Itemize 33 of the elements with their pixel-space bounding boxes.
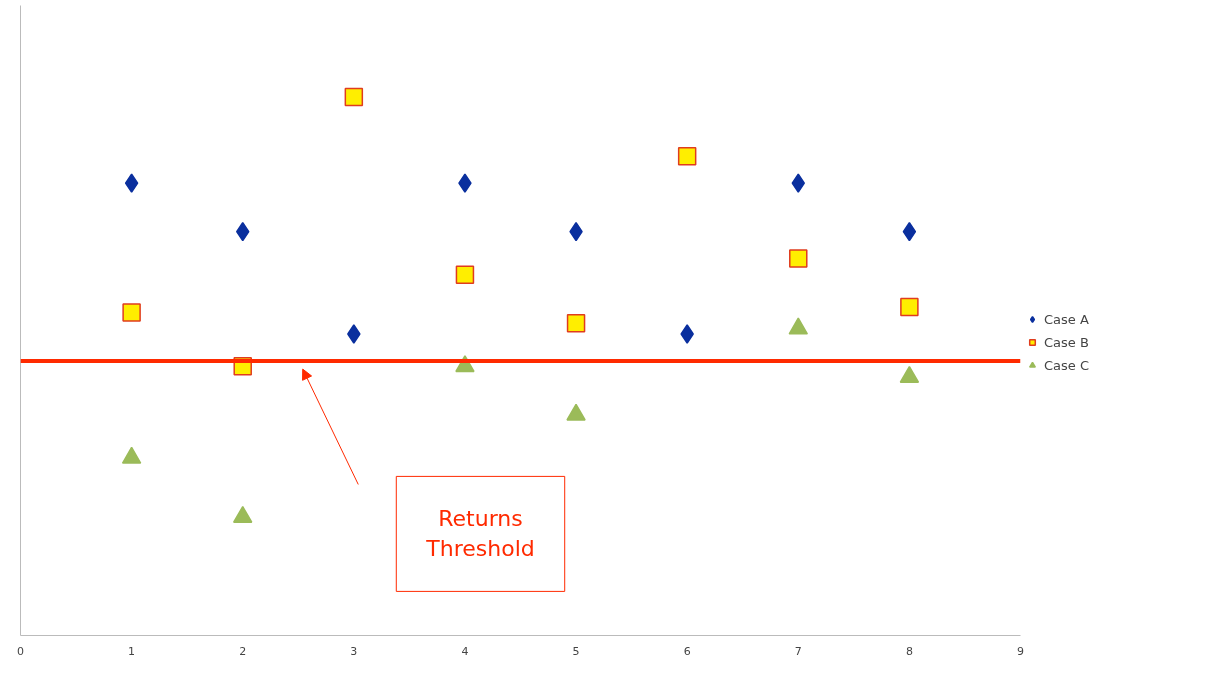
x-tick-label: 7 — [794, 644, 802, 658]
point — [566, 313, 586, 333]
ref-line-label: Returns Threshold — [425, 506, 535, 562]
point — [347, 324, 361, 344]
x-tick-label: 4 — [461, 644, 469, 658]
point — [788, 317, 809, 335]
point — [455, 265, 475, 284]
x-tick-label: 9 — [1017, 644, 1024, 658]
point — [789, 249, 808, 268]
point — [124, 173, 139, 193]
point — [121, 446, 142, 464]
point — [900, 297, 919, 317]
point — [566, 403, 586, 421]
legend-label: Case B — [1044, 334, 1089, 350]
x-tick-label: 0 — [17, 644, 24, 658]
point — [458, 173, 472, 193]
x-tick-label: 5 — [572, 644, 580, 658]
point — [677, 147, 697, 166]
point — [122, 303, 141, 322]
legend-label: Case A — [1044, 311, 1089, 327]
x-tick-label: 6 — [683, 644, 691, 658]
point — [902, 221, 917, 242]
point — [235, 221, 250, 242]
point — [791, 173, 806, 193]
point — [232, 505, 253, 523]
point — [899, 365, 920, 383]
legend-label: Case C — [1044, 357, 1090, 373]
x-tick-label: 8 — [905, 644, 913, 658]
x-tick-label: 2 — [239, 644, 247, 658]
x-tick-label: 1 — [128, 644, 136, 658]
x-tick-label: 3 — [350, 644, 358, 658]
point — [680, 324, 694, 344]
point — [344, 87, 364, 107]
